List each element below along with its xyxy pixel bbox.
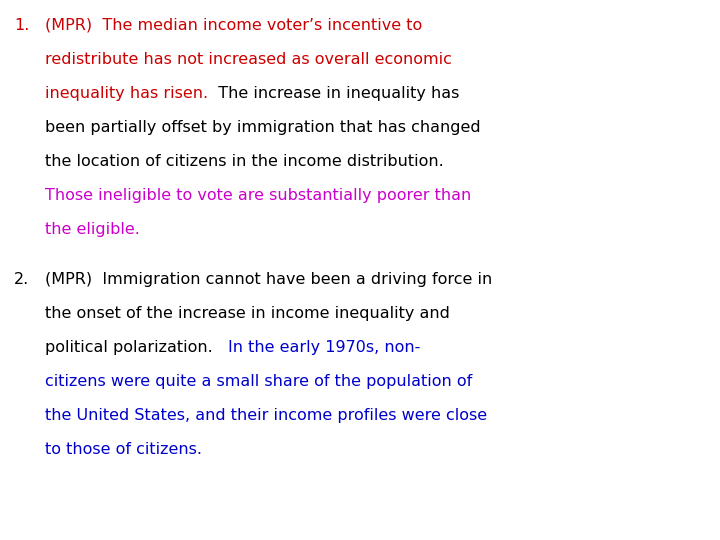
Text: (MPR)  The median income voter’s incentive to: (MPR) The median income voter’s incentiv… — [45, 18, 422, 33]
Text: In the early 1970s, non-: In the early 1970s, non- — [228, 340, 420, 355]
Text: the location of citizens in the income distribution.: the location of citizens in the income d… — [45, 154, 444, 169]
Text: 1.: 1. — [14, 18, 30, 33]
Text: 2.: 2. — [14, 272, 30, 287]
Text: political polarization.: political polarization. — [45, 340, 228, 355]
Text: to those of citizens.: to those of citizens. — [45, 442, 202, 457]
Text: the United States, and their income profiles were close: the United States, and their income prof… — [45, 408, 487, 423]
Text: been partially offset by immigration that has changed: been partially offset by immigration tha… — [45, 120, 481, 135]
Text: the eligible.: the eligible. — [45, 222, 140, 237]
Text: The increase in inequality has: The increase in inequality has — [208, 86, 459, 101]
Text: citizens were quite a small share of the population of: citizens were quite a small share of the… — [45, 374, 472, 389]
Text: redistribute has not increased as overall economic: redistribute has not increased as overal… — [45, 52, 452, 67]
Text: Those ineligible to vote are substantially poorer than: Those ineligible to vote are substantial… — [45, 188, 472, 203]
Text: the onset of the increase in income inequality and: the onset of the increase in income ineq… — [45, 306, 450, 321]
Text: (MPR)  Immigration cannot have been a driving force in: (MPR) Immigration cannot have been a dri… — [45, 272, 492, 287]
Text: inequality has risen.: inequality has risen. — [45, 86, 208, 101]
